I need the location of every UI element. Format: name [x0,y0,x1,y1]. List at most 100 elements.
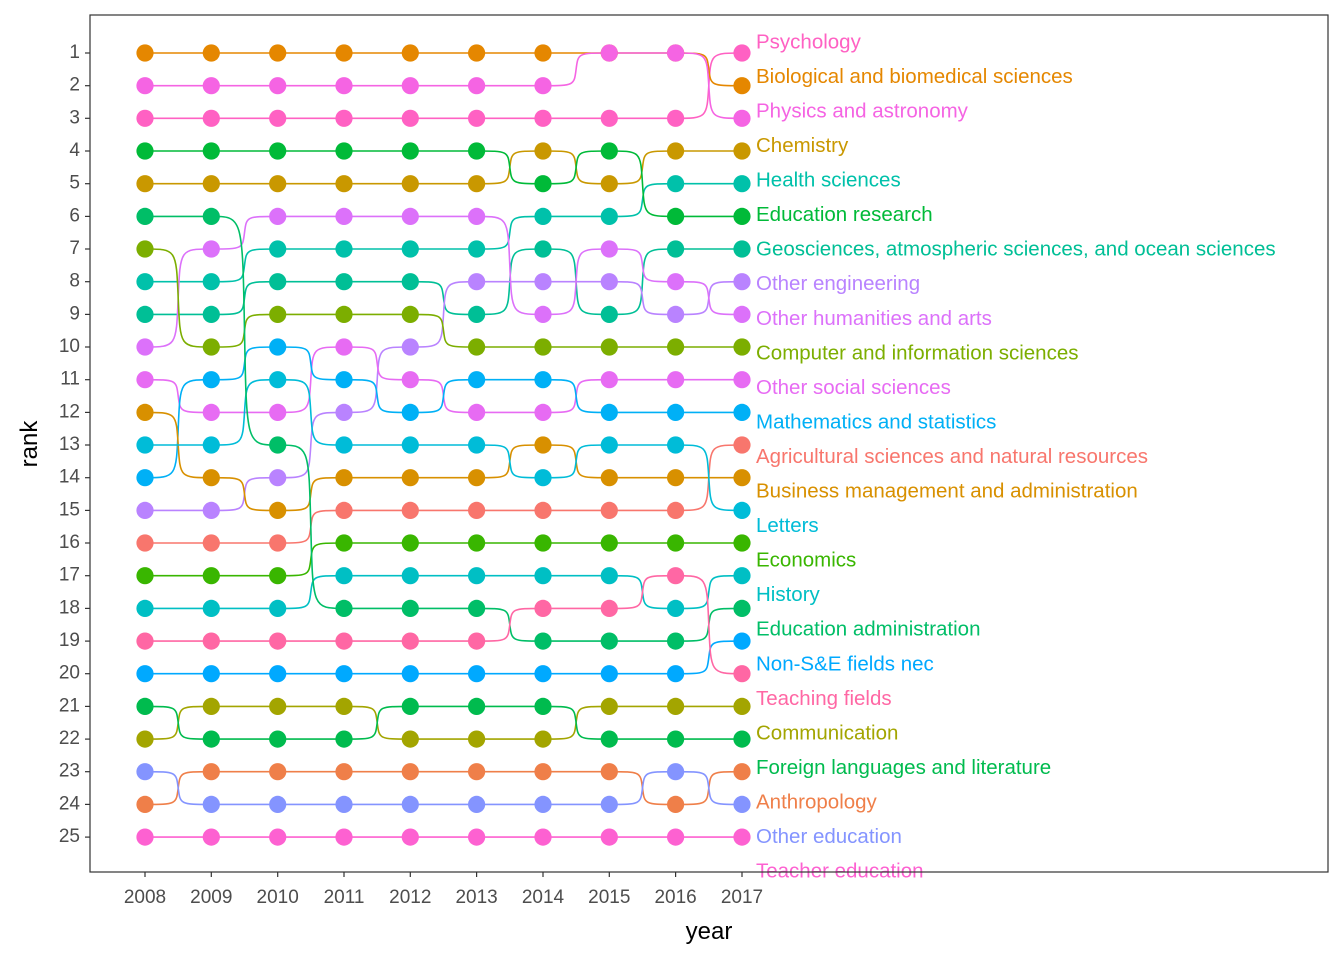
data-point-teaching-fields [667,567,685,585]
x-tick-label: 2012 [389,887,431,908]
data-point-economics [733,534,751,552]
series-line-history [145,574,743,610]
data-point-communication [534,730,552,748]
data-point-other-humanities-and-arts [534,305,552,323]
data-point-anthropology [534,763,552,781]
data-point-business-management-and-administration [136,403,154,421]
data-point-health-sciences [534,207,552,225]
data-point-teaching-fields [733,665,751,683]
data-point-health-sciences [269,240,287,258]
data-point-physics-and-astronomy [534,77,552,95]
series-line-education-administration [145,215,743,642]
data-point-other-humanities-and-arts [600,240,618,258]
data-point-other-social-sciences [202,403,220,421]
data-point-letters [269,371,287,389]
data-point-anthropology [335,763,353,781]
data-point-other-engineering [733,273,751,291]
series-line-psychology [145,52,743,120]
data-point-psychology [534,109,552,127]
data-point-computer-and-information-sciences [733,338,751,356]
data-point-non-s-e-fields-nec [269,665,287,683]
x-tick-label: 2011 [324,887,365,908]
data-point-other-engineering [136,501,154,519]
data-point-anthropology [468,763,486,781]
data-point-anthropology [202,763,220,781]
y-tick-label: 24 [59,793,81,814]
y-tick-label: 3 [69,107,80,128]
data-point-computer-and-information-sciences [468,338,486,356]
data-point-biological-and-biomedical-sciences [733,77,751,95]
data-point-history [136,599,154,618]
end-label-teaching-fields: Teaching fields [756,687,892,710]
data-point-letters [733,501,751,519]
end-label-agricultural-sciences-and-natural-resources: Agricultural sciences and natural resour… [756,445,1148,468]
data-point-anthropology [733,763,751,781]
end-label-health-sciences: Health sciences [756,169,901,192]
data-point-physics-and-astronomy [202,77,220,95]
data-point-other-humanities-and-arts [269,207,287,225]
series-line-education-research [145,150,742,218]
y-tick-label: 21 [59,695,80,716]
series-line-other-social-sciences [144,346,742,414]
data-point-mathematics-and-statistics [401,403,419,421]
data-point-computer-and-information-sciences [600,338,618,356]
data-point-teacher-education [335,828,353,846]
y-tick-label: 17 [59,565,80,586]
data-point-business-management-and-administration [269,501,287,519]
data-point-agricultural-sciences-and-natural-resources [600,501,618,519]
data-point-computer-and-information-sciences [401,305,419,323]
end-label-anthropology: Anthropology [756,791,878,814]
data-point-physics-and-astronomy [269,77,287,95]
data-point-teaching-fields [202,632,220,650]
data-point-computer-and-information-sciences [269,305,287,323]
data-point-letters [401,436,419,454]
data-point-economics [269,567,287,585]
data-point-teacher-education [534,828,552,846]
data-point-other-engineering [600,273,618,291]
data-point-agricultural-sciences-and-natural-resources [733,436,751,454]
data-point-economics [600,534,618,552]
y-tick-label: 8 [69,271,80,292]
end-label-other-engineering: Other engineering [756,272,920,295]
data-point-communication [600,697,618,716]
end-label-other-social-sciences: Other social sciences [756,376,951,399]
data-point-non-s-e-fields-nec [202,665,220,683]
x-tick-label: 2010 [257,887,299,908]
end-labels-layer: Psychology Biological and biomedical scie… [756,30,1276,882]
points-layer [136,44,751,846]
data-point-foreign-languages-and-literature [401,697,419,716]
end-label-communication: Communication [756,721,898,744]
data-point-letters [335,436,353,454]
series-line-non-s-e-fields-nec [145,640,743,675]
data-point-biological-and-biomedical-sciences [202,44,220,62]
data-point-geosciences-atmospheric-sciences-and-ocean-sciences [335,273,353,291]
data-point-history [202,599,220,618]
data-point-economics [534,534,552,552]
data-point-other-humanities-and-arts [733,305,751,323]
y-tick-label: 2 [69,75,80,96]
y-tick-label: 4 [69,140,80,161]
data-point-other-education [534,795,552,814]
y-tick-label: 10 [59,336,80,357]
data-point-communication [136,730,154,748]
data-point-agricultural-sciences-and-natural-resources [468,501,486,519]
data-point-chemistry [401,175,419,193]
data-point-biological-and-biomedical-sciences [269,44,287,62]
data-point-foreign-languages-and-literature [600,730,618,748]
y-tick-label: 7 [69,238,80,259]
data-point-business-management-and-administration [733,469,751,487]
series-line-chemistry [145,150,742,185]
series-line-foreign-languages-and-literature [144,705,742,740]
data-point-mathematics-and-statistics [600,403,618,421]
end-label-foreign-languages-and-literature: Foreign languages and literature [756,756,1051,779]
y-tick-label: 18 [59,597,80,618]
data-point-psychology [600,109,618,127]
data-point-other-education [401,795,419,814]
data-point-teaching-fields [401,632,419,650]
data-point-geosciences-atmospheric-sciences-and-ocean-sciences [269,273,287,291]
data-point-biological-and-biomedical-sciences [468,44,486,62]
data-point-chemistry [468,175,486,193]
data-point-chemistry [335,175,353,193]
data-point-teacher-education [733,828,751,846]
data-point-chemistry [202,175,220,193]
